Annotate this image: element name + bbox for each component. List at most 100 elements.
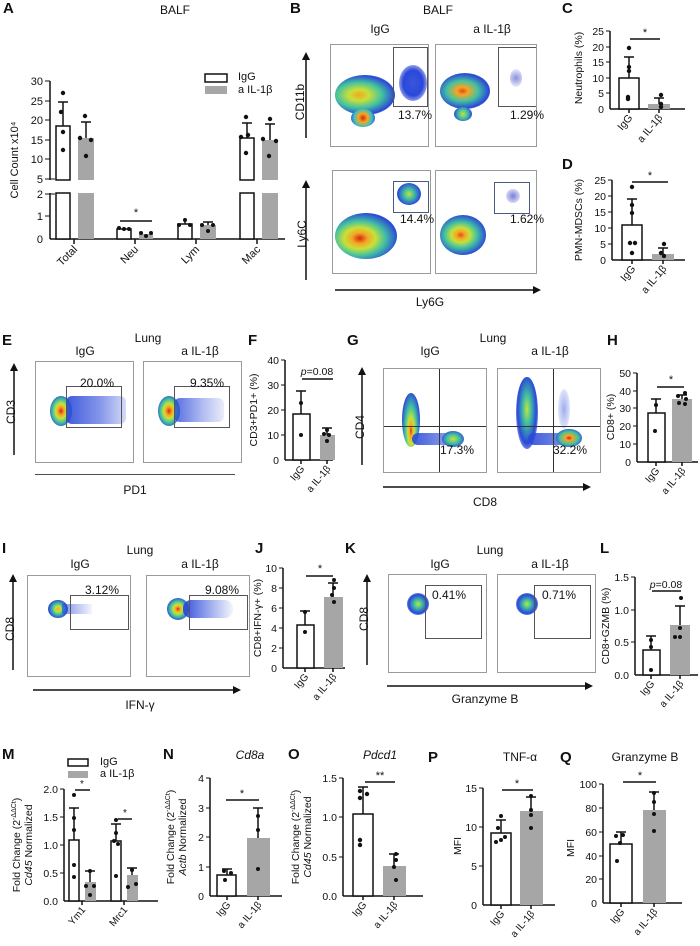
panel-label: G	[347, 332, 359, 349]
svg-text:MFI: MFI	[452, 837, 464, 855]
legend-ail1b: a IL-1β	[238, 84, 273, 96]
gate-percent: 13.7%	[398, 108, 433, 122]
svg-text:40: 40	[619, 386, 631, 398]
x-tick-total: Total	[55, 244, 80, 269]
x-axis-label-granzyme-b: Granzyme B	[451, 692, 519, 706]
svg-text:Cell Count x10⁴: Cell Count x10⁴	[9, 121, 21, 198]
column-title-ail1b: a IL-1β	[531, 557, 569, 571]
gate-percent: 3.12%	[85, 583, 120, 597]
svg-text:IgG: IgG	[351, 900, 370, 920]
column-title-igg: IgG	[420, 344, 440, 358]
svg-text:*: *	[515, 778, 520, 790]
panel-label: I	[2, 540, 7, 557]
flow-plot-k-ail1b	[497, 574, 596, 673]
axis-arrows	[10, 363, 235, 475]
bar-chart-q: 100 80 60 40 20 0 MFI * IgG a IL-1β	[565, 770, 682, 938]
svg-text:a IL-1β: a IL-1β	[639, 263, 669, 296]
svg-text:IgG: IgG	[644, 466, 663, 486]
svg-text:CD8+ (%): CD8+ (%)	[605, 394, 617, 440]
svg-text:a IL-1β: a IL-1β	[635, 112, 665, 145]
legend-igg: IgG	[100, 756, 118, 768]
y-axis-label-cd11b: CD11b	[293, 83, 308, 121]
gate-percent: 14.4%	[400, 212, 435, 226]
column-title-ail1b: a IL-1β	[181, 557, 219, 571]
column-title-ail1b: a IL-1β	[181, 344, 219, 358]
panel-p: P TNF-α 15 10 5 0 MFI * IgG a IL-1β	[425, 740, 560, 946]
svg-text:Neutrophils (%): Neutrophils (%)	[573, 32, 585, 104]
svg-text:20: 20	[31, 115, 43, 127]
svg-text:CD8+IFN-γ+ (%): CD8+IFN-γ+ (%)	[252, 579, 264, 657]
svg-text:10: 10	[267, 430, 279, 442]
svg-text:20: 20	[619, 421, 631, 433]
svg-text:2: 2	[198, 832, 204, 844]
flow-plot-e-igg	[35, 361, 134, 463]
bar-chart-o: 1.5 1.0 0.5 0.0 Fold Change (2-ΔΔCt) Cd4…	[290, 770, 423, 931]
svg-text:0.0: 0.0	[322, 891, 337, 903]
panel-title: Lung	[476, 543, 504, 557]
gate-percent: 1.62%	[510, 212, 545, 226]
svg-text:a IL-1β: a IL-1β	[660, 466, 689, 495]
svg-text:80: 80	[585, 803, 597, 815]
svg-text:20: 20	[585, 874, 597, 886]
flow-plot-e-ail1b	[143, 361, 242, 463]
svg-text:1: 1	[37, 211, 43, 223]
svg-text:CD8+GZMB (%): CD8+GZMB (%)	[600, 588, 612, 665]
bar-chart-n: 4 3 2 1 0 Fold Change (2-ΔΔCt) Actb Norm…	[165, 773, 282, 931]
svg-text:3: 3	[198, 803, 204, 815]
svg-text:15: 15	[594, 207, 606, 219]
svg-text:1: 1	[198, 862, 204, 874]
legend-ail1b: a IL-1β	[100, 768, 135, 780]
gate-percent: 0.41%	[432, 588, 467, 602]
axis-arrows	[302, 52, 310, 280]
svg-text:p=0.08: p=0.08	[649, 579, 683, 591]
svg-text:10: 10	[265, 563, 277, 575]
svg-text:Actb Normalized: Actb Normalized	[177, 798, 189, 876]
svg-text:20: 20	[592, 42, 604, 54]
panel-label: B	[290, 0, 301, 17]
gate-percent: 9.35%	[190, 376, 225, 390]
panel-label: J	[255, 540, 264, 557]
panel-label: P	[428, 749, 439, 766]
x-axis-arrow	[335, 286, 541, 294]
svg-text:a IL-1β: a IL-1β	[372, 900, 401, 931]
svg-text:a IL-1β: a IL-1β	[658, 679, 687, 710]
panel-label: H	[607, 332, 618, 349]
panel-title: Lung	[479, 331, 507, 345]
svg-text:30: 30	[31, 76, 43, 88]
svg-text:1.0: 1.0	[322, 812, 337, 824]
svg-text:25: 25	[594, 175, 606, 187]
svg-text:0: 0	[591, 898, 597, 910]
panel-g: G Lung IgG a IL-1β CD4 17.3% 32.2% CD8	[345, 325, 605, 509]
panel-b: B BALF IgG a IL-1β CD11b Ly6C 13.7% 1.29…	[290, 0, 560, 309]
svg-text:2: 2	[271, 643, 277, 655]
panel-label: E	[2, 332, 13, 349]
svg-text:*: *	[318, 563, 323, 575]
panel-label: F	[248, 332, 258, 349]
svg-text:IgG: IgG	[609, 907, 628, 927]
svg-text:Cd45 Normalized: Cd45 Normalized	[23, 804, 35, 885]
panel-label: C	[562, 0, 573, 17]
svg-text:4: 4	[198, 773, 204, 785]
panel-e: E Lung IgG a IL-1β CD3 20.0% 9.35% PD1	[0, 325, 245, 497]
svg-text:20: 20	[267, 405, 279, 417]
legend-igg: IgG	[238, 71, 256, 83]
svg-text:30: 30	[619, 403, 631, 415]
axis-arrows	[9, 574, 241, 694]
y-axis-label-cd3: CD3	[4, 399, 19, 425]
svg-text:IgG: IgG	[639, 679, 658, 699]
svg-text:25: 25	[31, 96, 43, 108]
panel-h: H 50 40 30 20 10 0 CD8+ (%) * IgG a IL-1β	[605, 325, 700, 495]
bar-chart-l: 1.5 1.0 0.5 0.0 CD8+GZMB (%) p=0.08 IgG a…	[600, 572, 698, 710]
svg-text:5: 5	[37, 174, 43, 186]
quadrant-percent: 17.3%	[440, 443, 475, 457]
panel-j: J 10 8 6 4 2 0 CD8+IFN-γ+ (%) * IgG a IL-…	[250, 540, 345, 710]
x-axis-label-ifng: IFN-γ	[125, 698, 155, 712]
svg-text:15: 15	[31, 135, 43, 147]
svg-text:0.0: 0.0	[43, 896, 58, 908]
panel-title: Pdcd1	[362, 748, 398, 762]
panel-c: C 25 20 15 10 5 0 Neutrophils (%) * IgG a…	[560, 0, 700, 150]
svg-text:0.5: 0.5	[43, 868, 58, 880]
svg-text:1.0: 1.0	[614, 605, 629, 617]
x-axis-label-ly6g: Ly6G	[415, 295, 445, 309]
gate-percent: 20.0%	[80, 376, 115, 390]
